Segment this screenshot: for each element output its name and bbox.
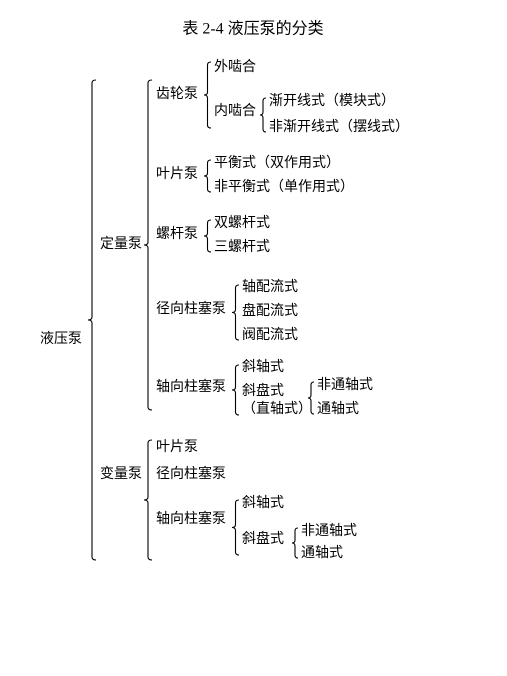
label-bl_axial: 轴向柱塞泵 (156, 510, 226, 527)
label-dl: 定量泵 (100, 236, 142, 252)
label-bl_ax_b_sub_b: 通轴式 (301, 545, 343, 561)
label-radial_b: 盘配流式 (242, 302, 298, 319)
label-vane_b: 非平衡式（单作用式） (214, 179, 354, 195)
label-axial_b_sub_a: 非通轴式 (317, 377, 373, 393)
label-axial_b_sub_b: 通轴式 (317, 401, 359, 417)
label-bl_radial: 径向柱塞泵 (156, 465, 226, 482)
hydraulic-pump-tree: 表 2-4 液压泵的分类液压泵 定量泵变量泵 齿轮泵外啮合内啮合渐开线式（模块式） 非… (0, 0, 507, 676)
label-bl_vane: 叶片泵 (156, 439, 198, 455)
label-radial_c: 阀配流式 (242, 327, 298, 343)
label-vane_a: 平衡式（双作用式） (214, 155, 340, 171)
label-axial_b2: （直轴式） (242, 400, 312, 417)
label-screw_b: 三螺杆式 (214, 239, 270, 255)
label-bl_ax_b: 斜盘式 (242, 530, 284, 547)
label-dl_axial: 轴向柱塞泵 (156, 378, 226, 395)
label-gear_ext: 外啮合 (214, 59, 256, 75)
label-dl_gear: 齿轮泵 (156, 86, 198, 102)
label-axial_a: 斜轴式 (242, 359, 284, 375)
label-screw_a: 双螺杆式 (214, 215, 270, 231)
label-bl_ax_b_sub_a: 非通轴式 (301, 523, 357, 539)
label-bl_ax_a: 斜轴式 (242, 495, 284, 511)
label-gear_int: 内啮合 (214, 103, 256, 119)
label-gear_int_b: 非渐开线式（摆线式） (269, 119, 409, 135)
label-axial_b1: 斜盘式 (242, 382, 284, 399)
label-root: 液压泵 (40, 331, 82, 347)
label-dl_vane: 叶片泵 (156, 166, 198, 182)
label-radial_a: 轴配流式 (242, 279, 298, 295)
label-gear_int_a: 渐开线式（模块式） (269, 93, 395, 109)
label-dl_radial: 径向柱塞泵 (156, 300, 226, 317)
label-bl: 变量泵 (100, 466, 142, 482)
label-title: 表 2-4 液压泵的分类 (182, 20, 323, 38)
label-dl_screw: 螺杆泵 (156, 226, 198, 242)
